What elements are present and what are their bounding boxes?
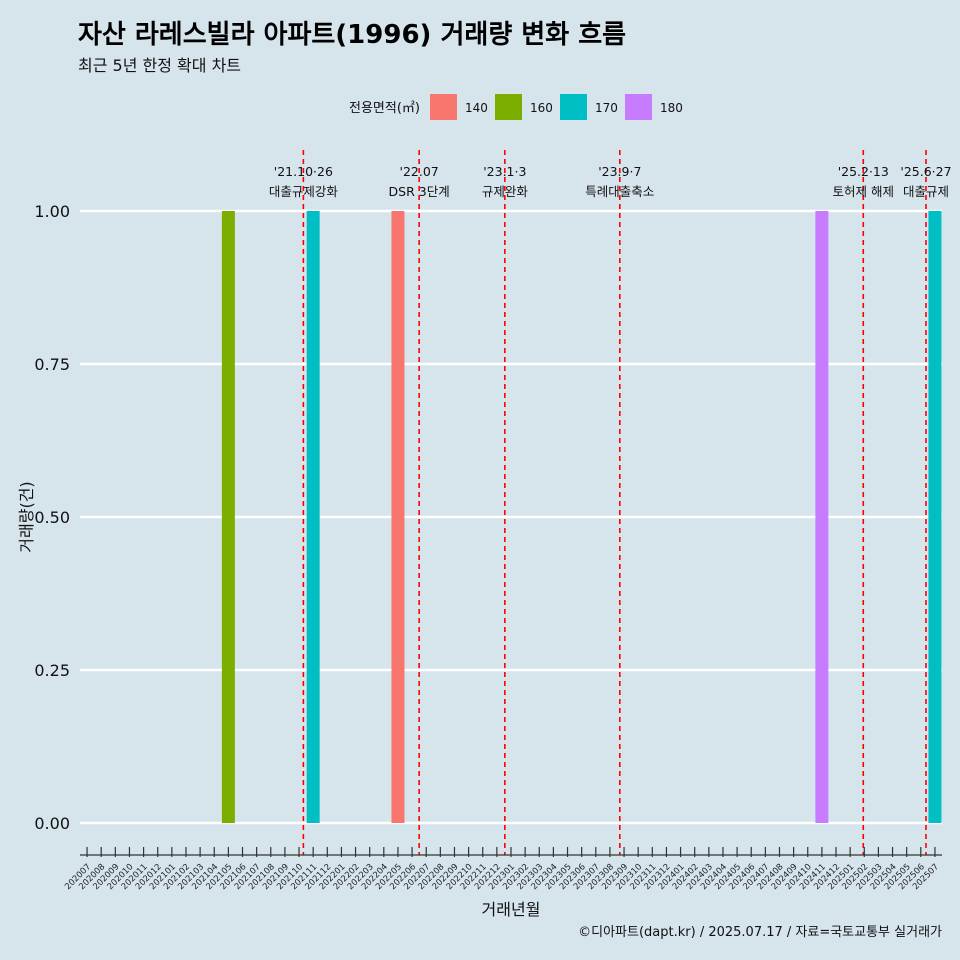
- event-text-label: 특례대출축소: [585, 184, 654, 199]
- legend-swatch-160: [495, 94, 522, 120]
- legend-label-160: 160: [530, 101, 553, 115]
- event-date-label: '23.9·7: [598, 164, 641, 179]
- chart-caption: ©디아파트(dapt.kr) / 2025.07.17 / 자료=국토교통부 실…: [578, 925, 942, 940]
- y-tick-label: 0.00: [34, 814, 70, 833]
- event-date-label: '25.6·27: [900, 164, 951, 179]
- legend-label-170: 170: [595, 101, 618, 115]
- y-tick-label: 1.00: [34, 202, 70, 221]
- event-text-label: 토허제 해제: [833, 184, 894, 199]
- bar-170-202507: [928, 211, 942, 823]
- event-text-label: DSR 3단계: [389, 184, 450, 199]
- legend-label-140: 140: [465, 101, 488, 115]
- bar-140-202205: [391, 211, 405, 823]
- event-date-label: '25.2·13: [838, 164, 889, 179]
- chart-title: 자산 라레스빌라 아파트(1996) 거래량 변화 흐름: [78, 20, 627, 50]
- legend-label-180: 180: [660, 101, 683, 115]
- x-axis-title: 거래년월: [482, 900, 541, 919]
- y-tick-label: 0.50: [34, 508, 70, 527]
- bar-170-202111: [306, 211, 320, 823]
- event-text-label: 규제완화: [482, 184, 529, 199]
- y-tick-label: 0.25: [34, 661, 70, 680]
- event-date-label: '23.1·3: [483, 164, 526, 179]
- event-date-label: '21.10·26: [274, 164, 333, 179]
- legend-swatch-170: [560, 94, 587, 120]
- y-tick-label: 0.75: [34, 355, 70, 374]
- bar-160-202105: [221, 211, 235, 823]
- event-text-label: 대출규제강화: [269, 184, 339, 199]
- legend-swatch-180: [625, 94, 652, 120]
- legend-swatch-140: [430, 94, 457, 120]
- bar-180-202411: [815, 211, 829, 823]
- legend-title: 전용면적(㎡): [349, 101, 420, 116]
- y-axis-title: 거래량(건): [17, 481, 36, 552]
- event-date-label: '22.07: [400, 164, 439, 179]
- chart-subtitle: 최근 5년 한정 확대 차트: [78, 56, 242, 75]
- event-text-label: 대출규제: [903, 184, 949, 199]
